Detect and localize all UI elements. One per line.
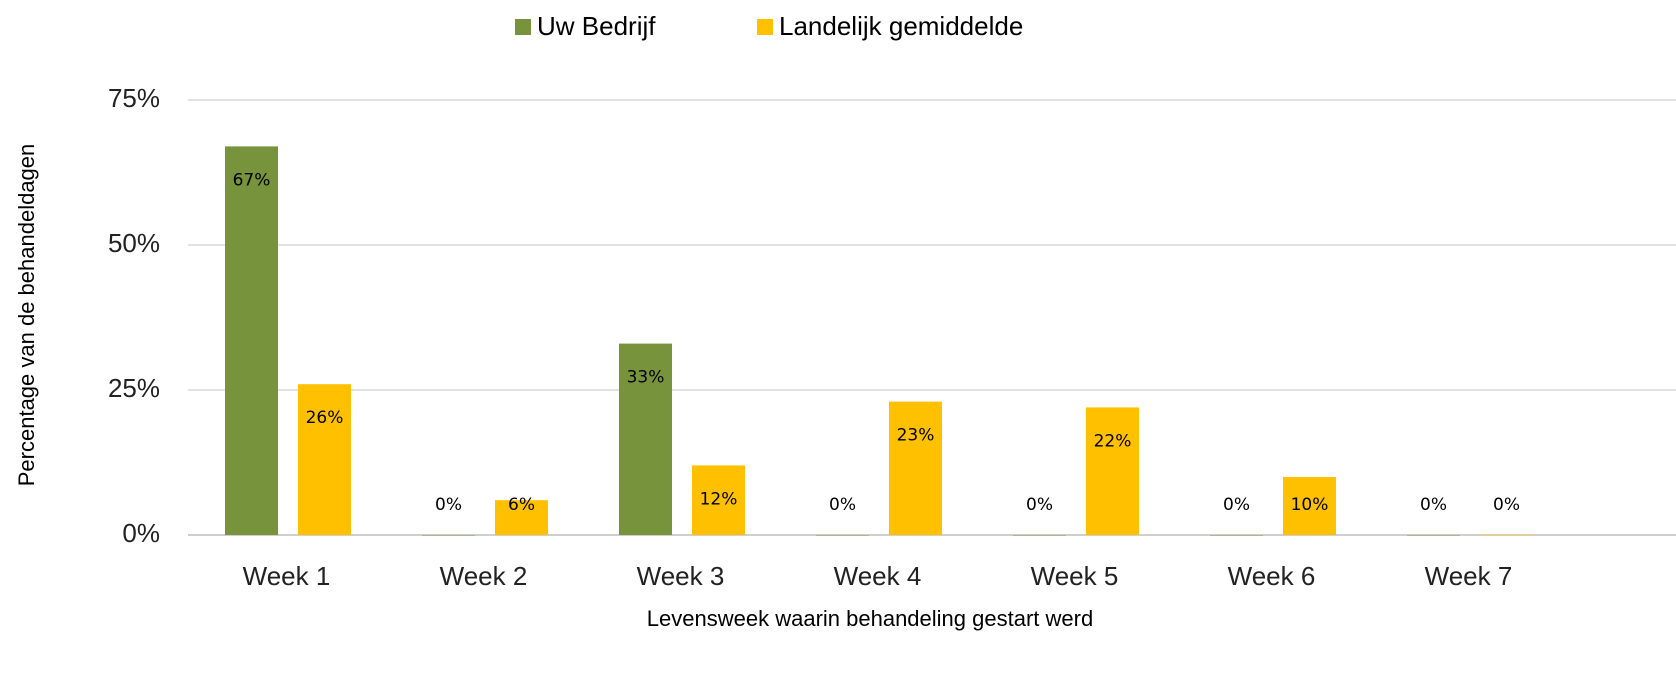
- data-label: 0%: [435, 495, 462, 515]
- legend-label: Uw Bedrijf: [537, 11, 656, 41]
- data-label: 12%: [700, 489, 738, 509]
- legend-swatch: [515, 19, 531, 35]
- x-tick-label: Week 1: [243, 561, 331, 591]
- y-axis-label: Percentage van de behandeldagen: [14, 144, 39, 487]
- data-label: 0%: [829, 495, 856, 515]
- bar: [816, 535, 869, 536]
- legend-swatch: [757, 19, 773, 35]
- bar: [1086, 407, 1139, 535]
- data-label: 0%: [1420, 495, 1447, 515]
- x-tick-label: Week 5: [1031, 561, 1119, 591]
- data-label: 0%: [1026, 495, 1053, 515]
- data-label: 26%: [306, 408, 344, 428]
- data-label: 23%: [897, 426, 935, 446]
- bar: [1013, 535, 1066, 536]
- x-axis-label: Levensweek waarin behandeling gestart we…: [647, 606, 1093, 631]
- bar: [1407, 535, 1460, 536]
- bar: [1210, 535, 1263, 536]
- data-label: 67%: [233, 170, 271, 190]
- y-tick-label: 25%: [108, 373, 160, 403]
- data-label: 10%: [1291, 495, 1329, 515]
- legend-label: Landelijk gemiddelde: [779, 11, 1023, 41]
- bar: [225, 146, 278, 535]
- x-tick-label: Week 3: [637, 561, 725, 591]
- data-label: 33%: [627, 368, 665, 388]
- x-tick-label: Week 7: [1425, 561, 1513, 591]
- x-tick-label: Week 6: [1228, 561, 1316, 591]
- bar: [1480, 535, 1533, 536]
- x-tick-label: Week 2: [440, 561, 528, 591]
- bar: [1283, 477, 1336, 535]
- bar: [495, 500, 548, 535]
- bar: [298, 384, 351, 535]
- data-label: 22%: [1094, 431, 1132, 451]
- y-tick-label: 50%: [108, 228, 160, 258]
- data-label: 0%: [1493, 495, 1520, 515]
- x-tick-label: Week 4: [834, 561, 922, 591]
- bar: [889, 401, 942, 535]
- y-tick-label: 75%: [108, 83, 160, 113]
- data-label: 6%: [508, 495, 535, 515]
- data-label: 0%: [1223, 495, 1250, 515]
- bar: [619, 343, 672, 535]
- y-tick-label: 0%: [122, 518, 160, 548]
- bar: [422, 535, 475, 536]
- bar: [692, 465, 745, 535]
